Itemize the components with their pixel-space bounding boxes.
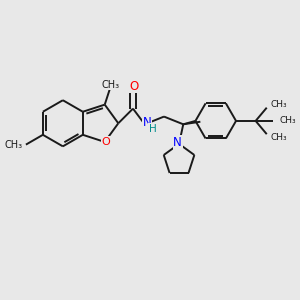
Text: O: O	[129, 80, 138, 93]
Text: N: N	[142, 116, 152, 128]
Text: CH₃: CH₃	[280, 116, 297, 125]
Text: CH₃: CH₃	[101, 80, 119, 90]
Text: CH₃: CH₃	[5, 140, 23, 150]
Text: CH₃: CH₃	[271, 100, 288, 109]
Text: O: O	[102, 137, 110, 147]
Text: H: H	[149, 124, 157, 134]
Text: N: N	[173, 136, 182, 149]
Text: CH₃: CH₃	[271, 133, 288, 142]
